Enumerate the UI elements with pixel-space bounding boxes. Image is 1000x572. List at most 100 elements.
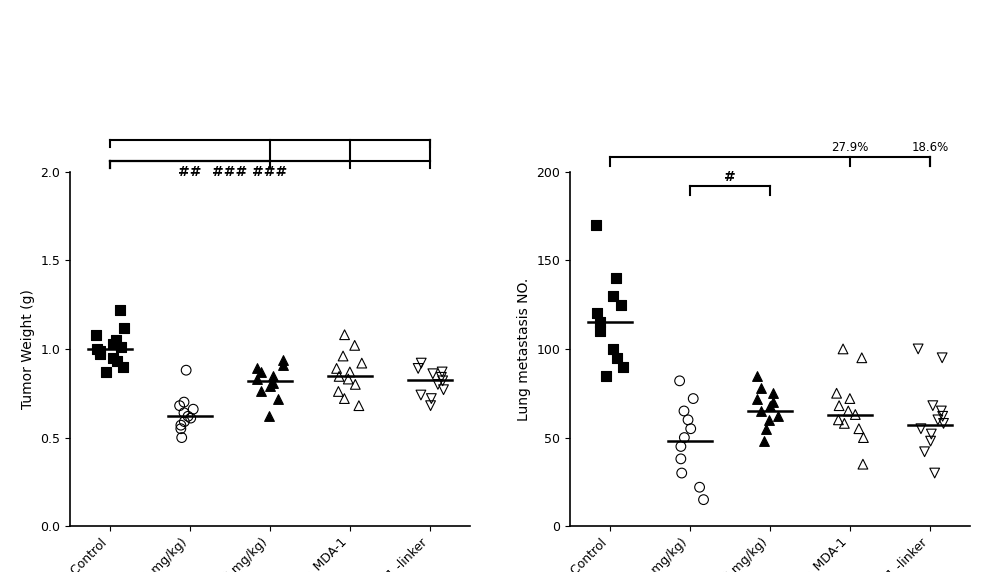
Point (262, 382, 278, 391)
Point (436, 385, 452, 394)
Point (329, 364, 345, 373)
Point (676, 433, 692, 442)
Point (98, 367, 114, 376)
Point (762, 401, 778, 410)
Point (613, 300, 629, 309)
Point (605, 291, 621, 300)
Point (933, 406, 949, 415)
Point (830, 415, 846, 424)
Point (253, 367, 269, 376)
Point (680, 415, 696, 424)
Point (758, 424, 774, 434)
Point (842, 394, 858, 403)
Point (829, 389, 845, 398)
Point (674, 468, 690, 478)
Point (592, 318, 608, 327)
Point (105, 353, 121, 363)
Y-axis label: Tumor Weight (g): Tumor Weight (g) (21, 289, 35, 409)
Point (615, 362, 631, 371)
Point (434, 367, 450, 376)
Point (115, 362, 131, 371)
Point (89, 344, 105, 353)
Point (275, 355, 291, 364)
Point (685, 394, 701, 403)
Point (605, 344, 621, 353)
Point (676, 406, 692, 415)
Point (749, 394, 765, 403)
Text: ###: ### (252, 165, 288, 178)
Point (174, 433, 190, 442)
Point (847, 410, 863, 419)
Point (109, 357, 125, 366)
Point (761, 415, 777, 424)
Point (180, 412, 196, 421)
Point (765, 398, 781, 407)
Point (423, 394, 439, 403)
Point (608, 273, 624, 283)
Point (88, 330, 104, 339)
Point (588, 220, 604, 229)
Point (342, 367, 358, 376)
Point (253, 387, 269, 396)
Point (934, 353, 950, 363)
Point (753, 383, 769, 392)
Point (176, 417, 192, 426)
Point (270, 394, 286, 403)
Point (835, 344, 851, 353)
Point (683, 424, 699, 434)
Point (696, 495, 712, 505)
Point (592, 327, 608, 336)
Point (609, 353, 625, 363)
Point (925, 401, 941, 410)
Point (855, 460, 871, 469)
Point (425, 369, 441, 378)
Point (851, 424, 867, 434)
Text: 18.6%: 18.6% (911, 141, 949, 154)
Point (173, 420, 189, 430)
Point (347, 380, 363, 389)
Point (831, 401, 847, 410)
Point (331, 372, 347, 381)
Point (337, 330, 353, 339)
Point (673, 442, 689, 451)
Point (765, 389, 781, 398)
Point (340, 375, 356, 384)
Point (335, 351, 351, 360)
Point (176, 398, 192, 407)
Point (753, 406, 769, 415)
Point (330, 387, 346, 396)
Point (598, 371, 614, 380)
Point (692, 483, 708, 492)
Point (433, 373, 449, 382)
Point (756, 436, 772, 446)
Point (423, 401, 439, 410)
Point (185, 404, 201, 414)
Point (105, 339, 121, 348)
Point (672, 376, 688, 386)
Point (336, 394, 352, 403)
Point (673, 454, 689, 463)
Point (855, 433, 871, 442)
Point (910, 344, 926, 353)
Point (116, 323, 132, 332)
Point (351, 401, 367, 410)
Point (112, 305, 128, 315)
Point (173, 424, 189, 434)
Point (913, 424, 929, 434)
Point (854, 353, 870, 363)
Point (178, 366, 194, 375)
Y-axis label: Lung metastasis NO.: Lung metastasis NO. (517, 277, 531, 420)
Point (923, 436, 939, 446)
Point (92, 346, 108, 355)
Point (923, 430, 939, 439)
Point (435, 376, 451, 386)
Point (108, 335, 124, 344)
Point (749, 371, 765, 380)
Point (265, 371, 281, 380)
Point (113, 343, 129, 352)
Point (770, 412, 786, 421)
Point (936, 419, 952, 428)
Point (261, 412, 277, 421)
Text: 27.9%: 27.9% (831, 141, 869, 154)
Text: ##: ## (178, 165, 202, 178)
